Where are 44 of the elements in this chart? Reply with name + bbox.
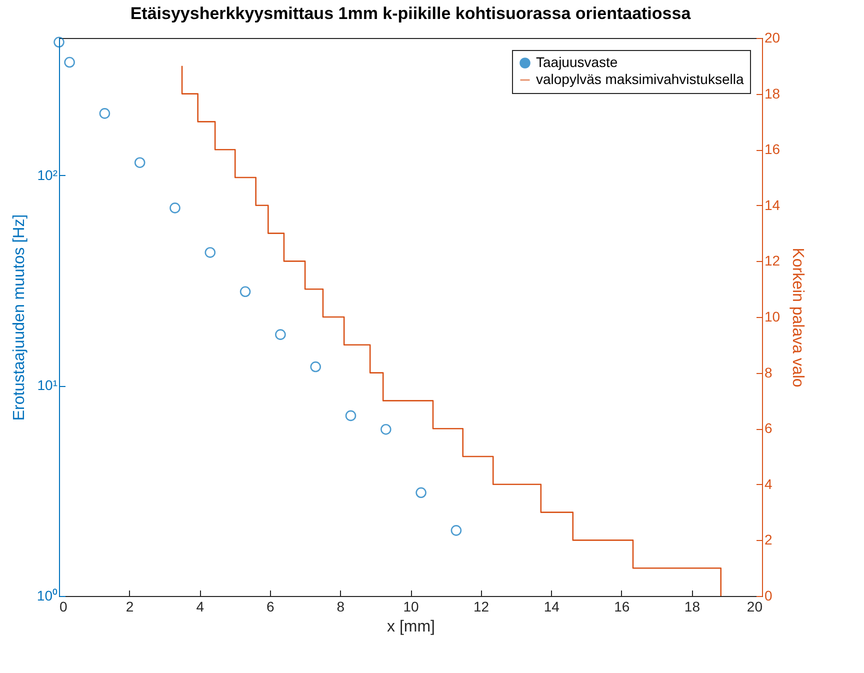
legend-label: valopylväs maksimivahvistuksella bbox=[536, 71, 744, 87]
x-axis-title: x [mm] bbox=[387, 618, 435, 636]
y-tick-label: 10² bbox=[37, 166, 58, 183]
point bbox=[275, 329, 286, 340]
y2-tick-label: 12 bbox=[764, 252, 780, 269]
y2-tick-label: 20 bbox=[764, 30, 780, 46]
y-tick-label: 10¹ bbox=[37, 377, 58, 394]
point bbox=[310, 361, 321, 372]
x-tick-label: 12 bbox=[474, 598, 490, 614]
point bbox=[99, 108, 110, 119]
y2-tick-label: 14 bbox=[764, 196, 780, 213]
point bbox=[450, 525, 462, 536]
y2-tick-label: 6 bbox=[764, 420, 772, 436]
y-axis-title: Erotustaajuuden muutos [Hz] bbox=[10, 214, 28, 421]
x-tick-label: 8 bbox=[336, 598, 345, 614]
legend-label: Taajuusvaste bbox=[536, 54, 618, 70]
x-tick-label: 16 bbox=[614, 598, 630, 614]
x-tick-label: 6 bbox=[266, 598, 274, 614]
x-tick-label: 4 bbox=[196, 598, 204, 614]
point bbox=[170, 202, 180, 214]
point bbox=[204, 247, 216, 258]
point bbox=[345, 410, 356, 422]
point bbox=[54, 36, 64, 48]
x-tick-label: 18 bbox=[684, 598, 700, 614]
x-tick-label: 14 bbox=[544, 598, 560, 614]
x-tick-label: 2 bbox=[126, 598, 134, 614]
y2-tick-label: 2 bbox=[764, 532, 772, 548]
x-tick-label: 20 bbox=[746, 598, 763, 614]
y-tick-label: 10⁰ bbox=[36, 588, 58, 604]
point bbox=[64, 56, 75, 68]
x-tick-label: 10 bbox=[403, 598, 419, 614]
point bbox=[380, 424, 392, 435]
y2-tick-label: 18 bbox=[764, 85, 780, 102]
point bbox=[416, 487, 426, 498]
y2-tick-label: 4 bbox=[764, 476, 772, 492]
y2-tick-label: 0 bbox=[764, 588, 772, 604]
y2-axis-title: Korkein palava valo bbox=[789, 248, 806, 388]
chart-title: Etäisyysherkkyysmittaus 1mm k-piikille kohtisuorassa orientaatiossa bbox=[130, 4, 692, 23]
y2-tick-label: 10 bbox=[764, 308, 780, 324]
point bbox=[134, 157, 146, 168]
point bbox=[240, 286, 251, 298]
y2-tick-label: 16 bbox=[764, 141, 780, 158]
y2-tick-label: 8 bbox=[764, 364, 772, 380]
x-tick-label: 0 bbox=[60, 598, 68, 614]
